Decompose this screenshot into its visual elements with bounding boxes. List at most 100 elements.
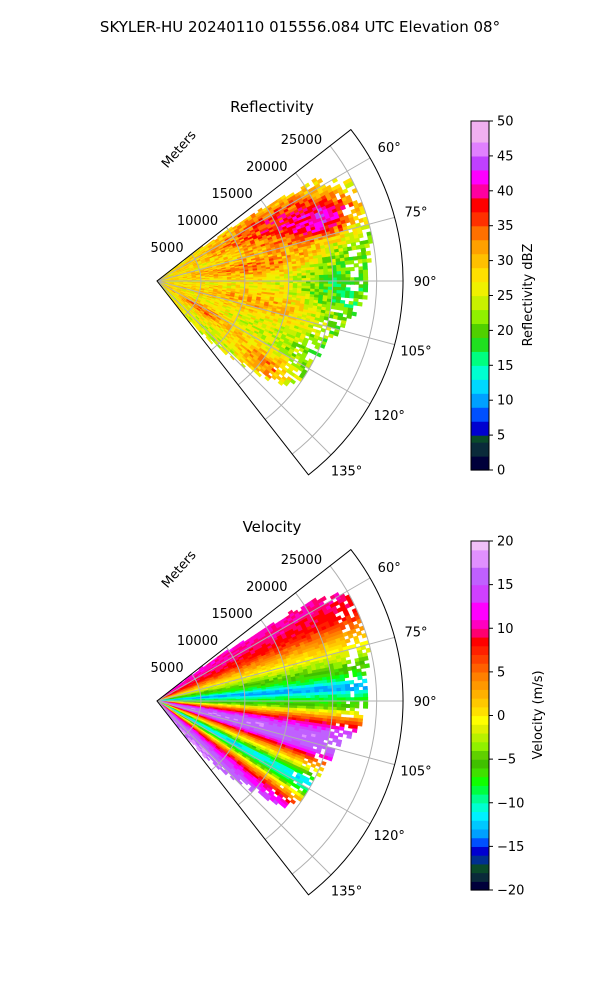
field-cell xyxy=(344,293,351,299)
field-cell xyxy=(342,188,349,195)
field-cell xyxy=(352,256,359,261)
colorbar-tick-label: 25 xyxy=(497,289,514,304)
field-cell xyxy=(275,276,281,280)
colorbar-segment xyxy=(471,211,489,227)
colorbar-segment xyxy=(471,323,489,338)
field-cell xyxy=(358,273,364,278)
colorbar-segment xyxy=(471,456,489,471)
field-cell xyxy=(361,671,367,677)
field-cell xyxy=(345,659,352,665)
colorbar-segment xyxy=(471,239,489,255)
field-cell xyxy=(301,275,307,279)
colorbar-segment xyxy=(471,155,489,171)
range-tick-label: 15000 xyxy=(211,187,252,202)
field-cell xyxy=(362,269,369,275)
field-cell xyxy=(340,270,347,275)
field-cell xyxy=(363,280,369,286)
panel-title-velocity: Velocity xyxy=(243,518,302,536)
field-cell xyxy=(336,283,342,288)
colorbar-tick-label: 45 xyxy=(497,149,514,164)
field-cell xyxy=(349,280,356,285)
range-tick-label: 10000 xyxy=(177,214,218,229)
field-cell xyxy=(357,233,364,239)
field-cell xyxy=(352,301,359,306)
field-cell xyxy=(364,243,370,249)
field-cell xyxy=(354,237,361,243)
colorbar-segment xyxy=(471,365,489,380)
field-cell xyxy=(301,283,307,287)
field-cell xyxy=(363,276,369,282)
field-cell xyxy=(256,371,262,378)
field-cell xyxy=(327,268,333,273)
field-cell xyxy=(366,258,372,263)
field-cell xyxy=(318,318,325,323)
field-cell xyxy=(319,283,325,288)
field-cell xyxy=(349,294,355,299)
field-cell xyxy=(339,204,346,211)
field-cell xyxy=(351,311,357,317)
colorbar-tick-label: 10 xyxy=(497,394,514,409)
field-cell xyxy=(335,615,343,621)
range-tick-label: 25000 xyxy=(281,133,322,148)
azimuth-tick-label: 105° xyxy=(400,344,431,359)
field-cell xyxy=(343,673,350,679)
colorbar-segment xyxy=(471,183,489,199)
field-cell xyxy=(319,274,325,279)
colorbar-segment xyxy=(471,309,489,325)
field-cell xyxy=(331,268,338,273)
field-cell xyxy=(345,273,351,279)
colorbar-segment xyxy=(471,197,489,213)
colorbar-segment xyxy=(471,141,489,157)
field-cell xyxy=(310,272,316,276)
field-cell xyxy=(301,272,307,277)
field-cell xyxy=(345,280,351,285)
field-cell xyxy=(358,284,364,289)
field-cell xyxy=(354,280,360,285)
field-cell xyxy=(334,305,341,311)
field-cell xyxy=(362,295,368,300)
field-cell xyxy=(358,277,364,282)
colorbar-segment xyxy=(471,421,489,436)
field-cell xyxy=(349,290,355,296)
panel-title-reflectivity: Reflectivity xyxy=(230,98,314,116)
field-cell xyxy=(362,262,368,267)
field-cell xyxy=(318,271,325,276)
azimuth-tick-label: 75° xyxy=(404,206,427,221)
field-cell xyxy=(358,291,364,296)
field-cell xyxy=(356,630,363,637)
colorbar-segment xyxy=(471,351,489,366)
azimuth-tick-label: 90° xyxy=(414,275,437,290)
azimuth-tick-label: 120° xyxy=(374,409,405,424)
field-cell xyxy=(354,639,361,645)
field-cell xyxy=(349,277,356,282)
field-cell xyxy=(344,260,350,265)
colorbar-segment xyxy=(471,267,489,283)
velocity-panel: Velocity 50001000015000200002500060°75°9… xyxy=(151,518,546,900)
field-cell xyxy=(352,672,358,678)
field-cell xyxy=(323,274,329,279)
field-cell xyxy=(357,675,363,681)
colorbar-tick-label: 0 xyxy=(497,464,505,479)
field-cell xyxy=(327,283,334,288)
field-cell xyxy=(338,306,345,311)
field-cell xyxy=(293,348,300,354)
field-cell xyxy=(362,287,369,293)
colorbar-segment xyxy=(471,281,489,297)
field-cell xyxy=(353,290,360,296)
field-cell xyxy=(346,314,353,320)
colorbar-tick-label: 35 xyxy=(497,219,514,234)
figure-suptitle: SKYLER-HU 20240110 015556.084 UTC Elevat… xyxy=(100,18,500,36)
field-cell xyxy=(340,267,346,272)
field-cell xyxy=(314,274,320,279)
field-cell xyxy=(345,270,351,275)
field-cell xyxy=(327,271,333,276)
field-cell xyxy=(358,269,364,275)
colorbar-segment xyxy=(471,435,489,443)
field-cell xyxy=(345,267,351,272)
colorbar-segment xyxy=(471,225,489,241)
field-cell xyxy=(336,270,342,276)
colorbar-tick-label: 40 xyxy=(497,184,514,199)
colorbar-segment xyxy=(471,442,489,457)
field-cell xyxy=(364,663,370,669)
